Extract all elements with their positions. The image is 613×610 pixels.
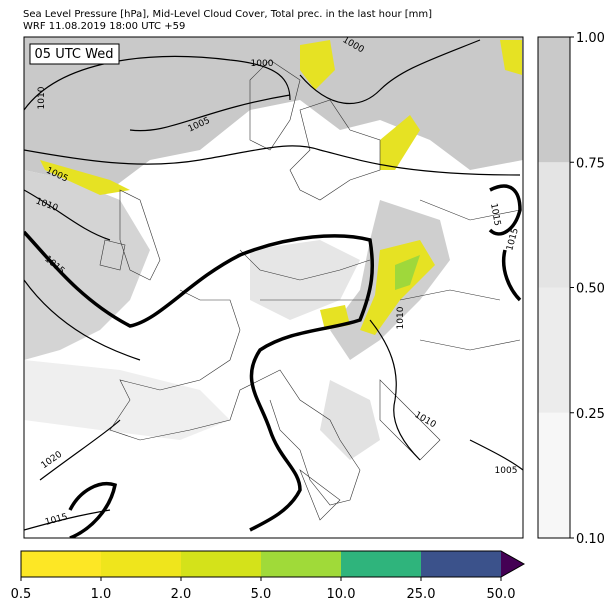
isobar-label: 1010 bbox=[37, 86, 47, 109]
precip-area bbox=[380, 115, 420, 170]
colorbar-segment bbox=[341, 551, 421, 577]
coastline bbox=[99, 59, 441, 521]
map-frame bbox=[23, 36, 524, 539]
colorbar-segment bbox=[538, 287, 570, 413]
precip-area bbox=[40, 160, 130, 195]
cloud-area bbox=[24, 170, 150, 360]
isobar bbox=[24, 39, 523, 531]
colorbar-tick-label: 50.0 bbox=[487, 587, 516, 602]
isobar-label: 1005 bbox=[495, 466, 518, 476]
border bbox=[239, 199, 521, 351]
colorbar-tick-label: 25.0 bbox=[407, 587, 436, 602]
header-title: Sea Level Pressure [hPa], Mid-Level Clou… bbox=[23, 9, 432, 20]
colorbar-segment bbox=[421, 551, 501, 577]
colorbar-extend bbox=[501, 551, 524, 577]
colorbar-tick-label: 10.0 bbox=[327, 587, 356, 602]
colorbar-tick-label: 5.0 bbox=[251, 587, 272, 602]
time-label-box bbox=[29, 43, 120, 65]
isobar-label: 1000 bbox=[251, 59, 274, 69]
colorbar-tick-label: 0.10 bbox=[576, 532, 605, 547]
cloud-area bbox=[24, 360, 230, 440]
colorbar-tick-label: 0.25 bbox=[576, 407, 605, 422]
colorbar-tick-label: 0.75 bbox=[576, 156, 605, 171]
colorbar-tick-label: 1.0 bbox=[91, 587, 112, 602]
isobar-label: 1015 bbox=[488, 203, 502, 227]
colorbar-tick-label: 0.5 bbox=[11, 587, 32, 602]
cloud-area bbox=[320, 380, 380, 460]
colorbar-segment bbox=[538, 162, 570, 288]
colorbar-segment bbox=[538, 37, 570, 163]
time-label: 05 UTC Wed bbox=[35, 47, 114, 62]
header-subtitle: WRF 11.08.2019 18:00 UTC +59 bbox=[23, 21, 185, 32]
cloud-colorbar: 0.10 0.25 0.50 0.75 1.00 bbox=[537, 31, 605, 547]
precip-area bbox=[395, 255, 420, 290]
colorbar-tick-label: 2.0 bbox=[171, 587, 192, 602]
map: 05 UTC Wed bbox=[24, 37, 523, 538]
precip-area bbox=[300, 40, 335, 90]
colorbar-segment bbox=[101, 551, 181, 577]
isobar-1015 bbox=[24, 184, 522, 538]
colorbar-tick-label: 1.00 bbox=[576, 31, 605, 46]
colorbar-tick-label: 0.50 bbox=[576, 282, 605, 297]
colorbar-segment bbox=[181, 551, 261, 577]
precip-colorbar: 0.5 1.0 2.0 5.0 10.0 25.0 50.0 bbox=[11, 550, 526, 602]
colorbar-frame bbox=[20, 550, 526, 578]
colorbar-segment bbox=[538, 412, 570, 538]
colorbar-segment bbox=[21, 551, 101, 577]
isobar-label: 1010 bbox=[396, 306, 406, 329]
colorbar-segment bbox=[261, 551, 341, 577]
precip-area bbox=[500, 40, 522, 75]
